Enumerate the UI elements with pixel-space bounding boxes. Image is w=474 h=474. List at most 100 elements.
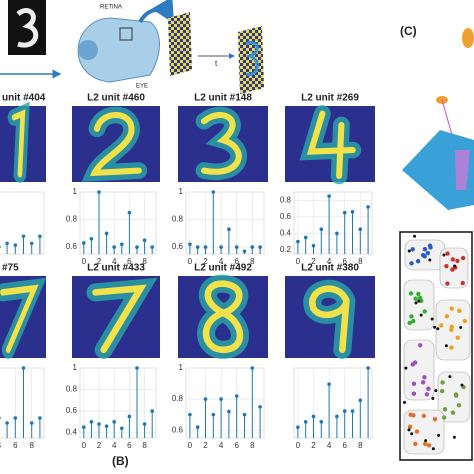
cluster-point — [424, 392, 430, 397]
panel-title: L2 unit #380 — [301, 263, 359, 274]
cluster-point — [422, 441, 428, 447]
stem-marker — [29, 241, 34, 246]
cluster-point — [411, 318, 416, 324]
x-tick-label: 4 — [0, 441, 2, 450]
stem-marker — [0, 245, 1, 249]
y-tick-label: 0.4 — [66, 428, 78, 437]
cluster-point — [440, 380, 445, 385]
lens — [78, 40, 98, 60]
stem-marker — [150, 245, 154, 249]
cluster-point — [413, 296, 418, 301]
y-tick-label: 0.8 — [280, 195, 292, 204]
node — [462, 28, 474, 48]
cluster-point — [415, 258, 421, 264]
y-tick-label: 1 — [179, 363, 184, 372]
cluster-point — [419, 313, 423, 317]
stem-marker — [13, 416, 18, 420]
stem-marker — [250, 366, 255, 370]
stem-marker — [104, 231, 109, 236]
cluster-point — [432, 417, 438, 422]
panel-c: (C) — [399, 24, 474, 461]
cluster-point — [407, 249, 411, 253]
cluster-hull — [403, 339, 435, 401]
cluster-point — [426, 386, 431, 391]
stem-marker — [296, 239, 300, 244]
stem-marker — [242, 412, 247, 417]
panel: unit #404 — [0, 93, 46, 255]
panel-label: (B) — [112, 454, 129, 468]
stimulus-panel: RETINA EYE t — [0, 0, 264, 94]
cluster-point — [455, 258, 460, 264]
plot-area — [293, 367, 373, 439]
stem-marker — [366, 205, 370, 209]
plot-area — [185, 191, 265, 255]
panel-title: #75 — [2, 263, 19, 274]
x-tick-label: 8 — [358, 441, 363, 450]
cluster-point — [460, 255, 466, 261]
x-tick-label: 8 — [250, 257, 255, 266]
stem-marker — [127, 210, 132, 215]
stem-marker — [89, 420, 94, 424]
cluster-point — [422, 375, 427, 380]
stem-marker — [242, 249, 247, 254]
stem-marker — [38, 234, 42, 239]
y-tick-label: 0.6 — [66, 406, 78, 415]
cluster-point — [417, 343, 423, 348]
stem-marker — [342, 409, 347, 413]
stem-marker — [21, 366, 26, 370]
x-tick-label: 2 — [311, 441, 316, 450]
stem-marker — [135, 245, 139, 249]
cluster-point — [409, 314, 414, 319]
x-tick-label: 2 — [203, 441, 208, 450]
cluster-point — [449, 345, 454, 350]
cluster-point — [421, 413, 427, 419]
x-tick-label: 0 — [296, 441, 301, 450]
cluster-point — [444, 264, 449, 269]
x-tick-label: 6 — [342, 257, 347, 266]
plot-area — [79, 367, 157, 439]
x-tick-label: 0 — [188, 441, 193, 450]
cluster-point — [426, 443, 432, 448]
cluster-point — [449, 324, 454, 330]
y-tick-label: 0.6 — [66, 242, 78, 251]
y-tick-label: 0.6 — [280, 212, 292, 221]
stem-marker — [335, 414, 339, 419]
cluster-point — [408, 291, 414, 296]
y-tick-label: 0.8 — [172, 394, 184, 403]
cluster-point — [410, 247, 415, 252]
x-tick-label: 8 — [29, 441, 34, 450]
y-tick-label: 0.6 — [172, 242, 184, 251]
y-tick-label: 1 — [179, 187, 184, 196]
panel-title: L2 unit #460 — [87, 93, 145, 104]
x-tick-label: 4 — [219, 257, 224, 266]
cluster-point — [408, 412, 413, 417]
stem-marker — [89, 237, 94, 241]
stem-marker — [142, 238, 147, 243]
cluster-point — [428, 258, 432, 262]
x-tick-label: 0 — [296, 257, 301, 266]
stem-marker — [104, 424, 109, 428]
cluster-point — [436, 327, 440, 331]
panel-title: L2 unit #492 — [194, 263, 252, 274]
stem-marker — [319, 420, 324, 424]
stem-marker — [227, 227, 231, 231]
x-tick-label: 4 — [112, 441, 117, 450]
cluster-point — [417, 299, 421, 303]
x-tick-label: 6 — [234, 441, 239, 450]
x-tick-label: 8 — [142, 257, 147, 266]
x-tick-label: 2 — [97, 257, 102, 266]
cluster-point — [407, 320, 412, 326]
activation-core — [89, 112, 142, 177]
y-tick-label: 0.8 — [172, 215, 184, 224]
panel-title: unit #404 — [2, 93, 46, 104]
cluster-point — [450, 257, 456, 262]
stem-marker — [219, 397, 223, 401]
cluster-point — [419, 298, 424, 304]
stem-marker — [127, 414, 132, 419]
cluster-point — [456, 403, 462, 408]
stem-marker — [350, 210, 355, 214]
retina-label: RETINA — [100, 5, 122, 11]
cluster-point — [407, 424, 413, 430]
stem-marker — [97, 422, 101, 426]
stem-marker — [112, 420, 116, 424]
